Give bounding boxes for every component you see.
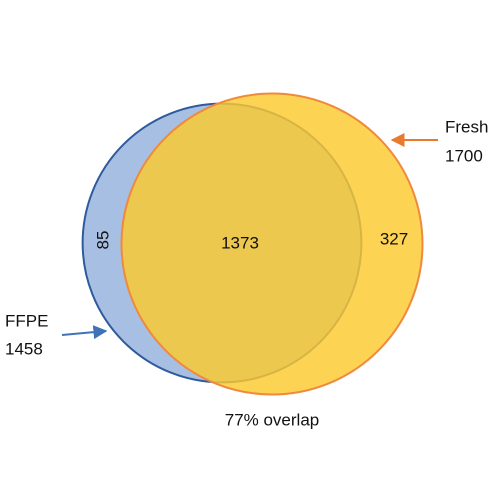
set-label: Fresh — [445, 117, 488, 136]
region-label: 327 — [380, 229, 408, 248]
set-circle — [120, 92, 424, 396]
set-size-label: 1700 — [445, 146, 483, 165]
region-label: 85 — [93, 231, 112, 250]
set-label: FFPE — [5, 311, 48, 330]
arrow — [61, 325, 108, 340]
circles — [81, 92, 424, 396]
set-size-label: 1458 — [5, 339, 43, 358]
region-label: 1373 — [221, 233, 259, 252]
annotation: 77% overlap — [225, 410, 320, 429]
